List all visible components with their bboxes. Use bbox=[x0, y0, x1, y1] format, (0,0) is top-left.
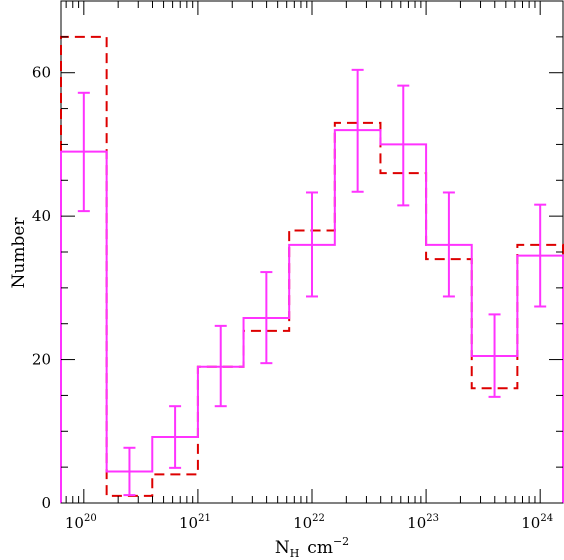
x-tick-label: 1023 bbox=[407, 513, 439, 532]
y-tick-label: 40 bbox=[32, 207, 51, 225]
x-tick-label: 1021 bbox=[179, 513, 211, 532]
x-tick-label: 1024 bbox=[521, 513, 553, 532]
x-axis-label-unit: cm bbox=[307, 538, 333, 558]
x-tick-label-base: 10 bbox=[293, 514, 312, 532]
x-tick-label-exponent: 21 bbox=[198, 513, 211, 524]
x-tick-label-base: 10 bbox=[407, 514, 426, 532]
x-tick-label-exponent: 23 bbox=[426, 513, 439, 524]
x-axis-label-subscript: H bbox=[290, 547, 300, 560]
y-axis-label: Number bbox=[9, 217, 29, 289]
histogram-solid-series bbox=[60, 129, 564, 503]
x-tick-label-base: 10 bbox=[65, 514, 84, 532]
x-tick-label-exponent: 22 bbox=[312, 513, 325, 524]
x-tick-label-base: 10 bbox=[521, 514, 540, 532]
x-tick-label: 1020 bbox=[65, 513, 97, 532]
x-axis-label-base: N bbox=[275, 538, 290, 558]
y-tick-label: 60 bbox=[32, 64, 51, 82]
ticks-group bbox=[61, 0, 563, 504]
x-tick-label-exponent: 20 bbox=[84, 513, 97, 524]
x-axis-label-exponent: −2 bbox=[333, 535, 349, 548]
x-tick-label: 1022 bbox=[293, 513, 325, 532]
y-tick-label: 20 bbox=[32, 351, 51, 369]
x-tick-label-base: 10 bbox=[179, 514, 198, 532]
x-axis-label: NH cm−2 bbox=[275, 535, 349, 560]
error-bars-group bbox=[77, 68, 547, 497]
x-tick-label-exponent: 24 bbox=[540, 513, 553, 524]
y-tick-label: 0 bbox=[41, 494, 51, 512]
